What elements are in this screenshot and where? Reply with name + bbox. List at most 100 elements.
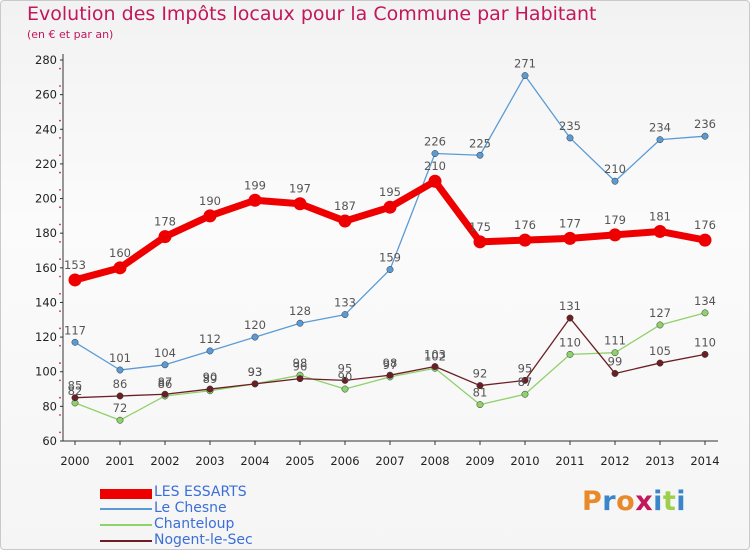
data-point-nogent-le-sec (656, 359, 664, 367)
data-point-les-essarts (608, 228, 622, 242)
legend-label: LES ESSARTS (154, 484, 247, 500)
data-point-nogent-le-sec (431, 363, 439, 370)
data-label-le-chesne: 225 (469, 136, 491, 150)
x-tick-label: 2009 (465, 454, 494, 468)
data-point-chanteloup (521, 390, 529, 398)
y-minor-tick (59, 379, 61, 382)
y-tick-label: 140 (35, 295, 57, 309)
x-tick-label: 2001 (105, 454, 134, 468)
data-label-chanteloup: 87 (518, 375, 533, 389)
data-point-le-chesne (161, 361, 169, 369)
data-label-les-essarts: 178 (154, 215, 176, 229)
chart-title: Evolution des Impôts locaux pour la Comm… (27, 3, 597, 25)
data-label-le-chesne: 236 (694, 117, 716, 131)
y-minor-tick (59, 275, 61, 278)
data-point-les-essarts (68, 273, 82, 287)
data-point-le-chesne (431, 150, 439, 157)
x-tick-label: 2000 (60, 454, 89, 468)
data-point-nogent-le-sec (341, 376, 349, 384)
logo-letter: t (662, 486, 677, 517)
data-point-le-chesne (206, 347, 214, 355)
data-label-les-essarts: 160 (109, 246, 131, 260)
y-minor-tick (59, 240, 61, 243)
data-point-les-essarts (518, 233, 532, 247)
data-label-chanteloup: 90 (338, 370, 353, 384)
y-tick-label: 60 (42, 434, 57, 448)
data-point-le-chesne (611, 177, 619, 185)
data-label-nogent-le-sec: 110 (694, 335, 716, 349)
chart-subtitle: (en € et par an) (27, 28, 114, 41)
data-point-nogent-le-sec (386, 371, 394, 379)
y-minor-tick (59, 119, 61, 122)
data-point-chanteloup (476, 401, 484, 409)
data-label-le-chesne: 104 (154, 346, 176, 360)
data-point-chanteloup (656, 321, 664, 329)
data-point-les-essarts (158, 230, 172, 244)
data-point-les-essarts (203, 209, 217, 223)
y-tick-label: 240 (35, 122, 57, 136)
legend-swatch (100, 540, 152, 542)
y-tick-label: 220 (35, 157, 57, 171)
data-label-les-essarts: 195 (379, 185, 401, 199)
logo-letter: P (582, 486, 603, 517)
data-label-les-essarts: 181 (649, 209, 671, 223)
data-point-chanteloup (116, 416, 124, 424)
data-label-le-chesne: 120 (244, 318, 266, 332)
data-label-chanteloup: 110 (559, 335, 581, 349)
data-label-les-essarts: 175 (469, 220, 491, 234)
data-point-nogent-le-sec (566, 314, 574, 322)
y-minor-tick (59, 396, 61, 399)
axes: 60 80 100 120 140 160 180 200 220 240 260 280 2000 20… (35, 53, 720, 468)
data-point-le-chesne (701, 132, 709, 140)
data-point-les-essarts (653, 224, 667, 238)
y-minor-tick (59, 102, 61, 105)
data-label-chanteloup: 127 (649, 306, 671, 320)
legend-swatch (100, 524, 152, 526)
data-point-le-chesne (656, 136, 664, 144)
x-tick-label: 2003 (195, 454, 224, 468)
data-label-les-essarts: 177 (559, 216, 581, 230)
data-point-nogent-le-sec (611, 370, 619, 377)
data-label-chanteloup: 111 (604, 334, 626, 348)
data-point-les-essarts (113, 261, 127, 275)
logo-letter: o (616, 486, 636, 517)
data-label-chanteloup: 97 (383, 358, 398, 372)
data-point-le-chesne (476, 151, 484, 159)
data-point-nogent-le-sec (476, 382, 484, 390)
data-point-chanteloup (566, 350, 574, 358)
data-point-le-chesne (566, 134, 574, 142)
data-label-le-chesne: 226 (424, 135, 446, 149)
data-point-nogent-le-sec (701, 350, 709, 358)
data-point-les-essarts (338, 214, 352, 228)
y-tick-label: 200 (35, 192, 57, 206)
data-label-le-chesne: 235 (559, 119, 581, 133)
proxiti-logo: Proxiti (582, 486, 686, 517)
data-point-le-chesne (251, 333, 259, 341)
data-label-nogent-le-sec: 92 (473, 367, 488, 381)
y-minor-tick (59, 223, 61, 226)
series-le-chesne (71, 72, 709, 374)
legend-label: Le Chesne (154, 500, 227, 516)
data-label-le-chesne: 117 (64, 323, 86, 337)
data-label-chanteloup: 102 (424, 349, 446, 363)
data-point-chanteloup (611, 349, 619, 357)
data-label-chanteloup: 81 (473, 386, 488, 400)
data-point-le-chesne (71, 338, 79, 346)
data-point-nogent-le-sec (71, 394, 79, 402)
data-label-nogent-le-sec: 131 (559, 299, 581, 313)
data-label-layer: 117 101 104 112 120 128 133 159 226 225 271 235 210 2… (64, 57, 716, 416)
data-label-nogent-le-sec: 95 (338, 361, 353, 375)
series-nogent-le-sec (71, 314, 709, 402)
data-label-les-essarts: 176 (694, 218, 716, 232)
data-label-les-essarts: 153 (64, 258, 86, 272)
y-minor-tick (59, 154, 61, 157)
data-label-le-chesne: 101 (109, 351, 131, 365)
data-label-les-essarts: 176 (514, 218, 536, 232)
y-minor-tick (59, 206, 61, 209)
line-chart: 60 80 100 120 140 160 180 200 220 240 260 280 2000 20… (35, 53, 720, 468)
y-tick-label: 280 (35, 53, 57, 67)
y-minor-tick (59, 137, 61, 139)
x-tick-label: 2006 (330, 454, 359, 468)
data-label-nogent-le-sec: 105 (649, 344, 671, 358)
data-point-les-essarts (248, 193, 262, 207)
